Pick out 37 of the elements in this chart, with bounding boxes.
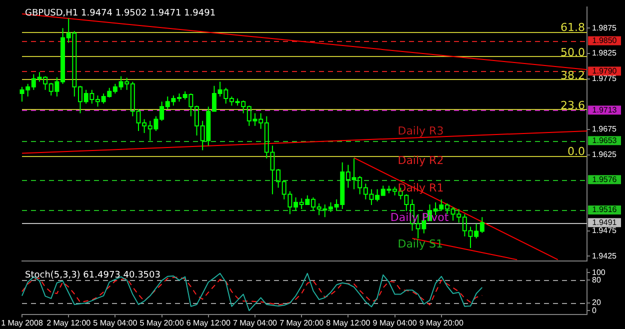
ref-line-label: 1.9491	[592, 218, 618, 227]
y-tick-label: 1.9425	[592, 251, 618, 260]
y-tick-label: 1.9625	[592, 150, 618, 159]
chart-title: Stoch(5,3,3) 61.4973 40.3503	[25, 270, 160, 281]
x-tick-label: 7 May 20:00	[280, 318, 324, 328]
x-tick-label: 9 May 04:00	[372, 318, 418, 328]
x-tick-label: 7 May 04:00	[232, 318, 278, 328]
y-tick-label: 80	[592, 275, 602, 284]
annotation: 0.0	[568, 145, 586, 158]
ref-line-label: 1.9850	[592, 36, 618, 45]
x-tick-label: 2 May 12:00	[46, 318, 92, 328]
x-tick-label: 6 May 12:00	[186, 318, 231, 328]
ref-line-label: 1.9713	[592, 105, 618, 114]
chart-title: GBPUSD,H1 1.9474 1.9502 1.9471 1.9491	[25, 8, 216, 19]
annotation: Daily R3	[398, 124, 444, 138]
x-tick-label: 5 May 04:00	[93, 318, 138, 328]
y-tick-label: 1.9675	[592, 124, 618, 134]
y-tick-label: 0	[592, 306, 597, 315]
ref-line-label: 1.9790	[592, 66, 618, 76]
y-tick-label: 1.9825	[592, 48, 618, 58]
annotation: 38.2	[560, 69, 586, 82]
annotation: 61.8	[560, 20, 586, 34]
ref-line-label: 1.9653	[592, 136, 618, 145]
annotation: 23.6	[560, 98, 586, 112]
annotation: Daily R2	[398, 154, 444, 167]
y-tick-label: 1.9775	[592, 74, 618, 83]
annotation: 50.0	[560, 46, 586, 59]
y-tick-label: 1.9475	[592, 226, 618, 235]
x-tick-label: 9 May 20:00	[419, 318, 464, 328]
y-tick-label: 20	[592, 298, 602, 308]
x-tick-label: 1 May 2008	[1, 318, 44, 328]
x-tick-label: 8 May 12:00	[326, 318, 371, 328]
y-tick-label: 1.9875	[592, 23, 618, 32]
ref-line-label: 1.9516	[592, 205, 618, 214]
x-tick-label: 5 May 20:00	[140, 318, 184, 328]
ref-line-label: 1.9576	[592, 174, 618, 184]
y-tick-label: 100	[592, 268, 606, 277]
